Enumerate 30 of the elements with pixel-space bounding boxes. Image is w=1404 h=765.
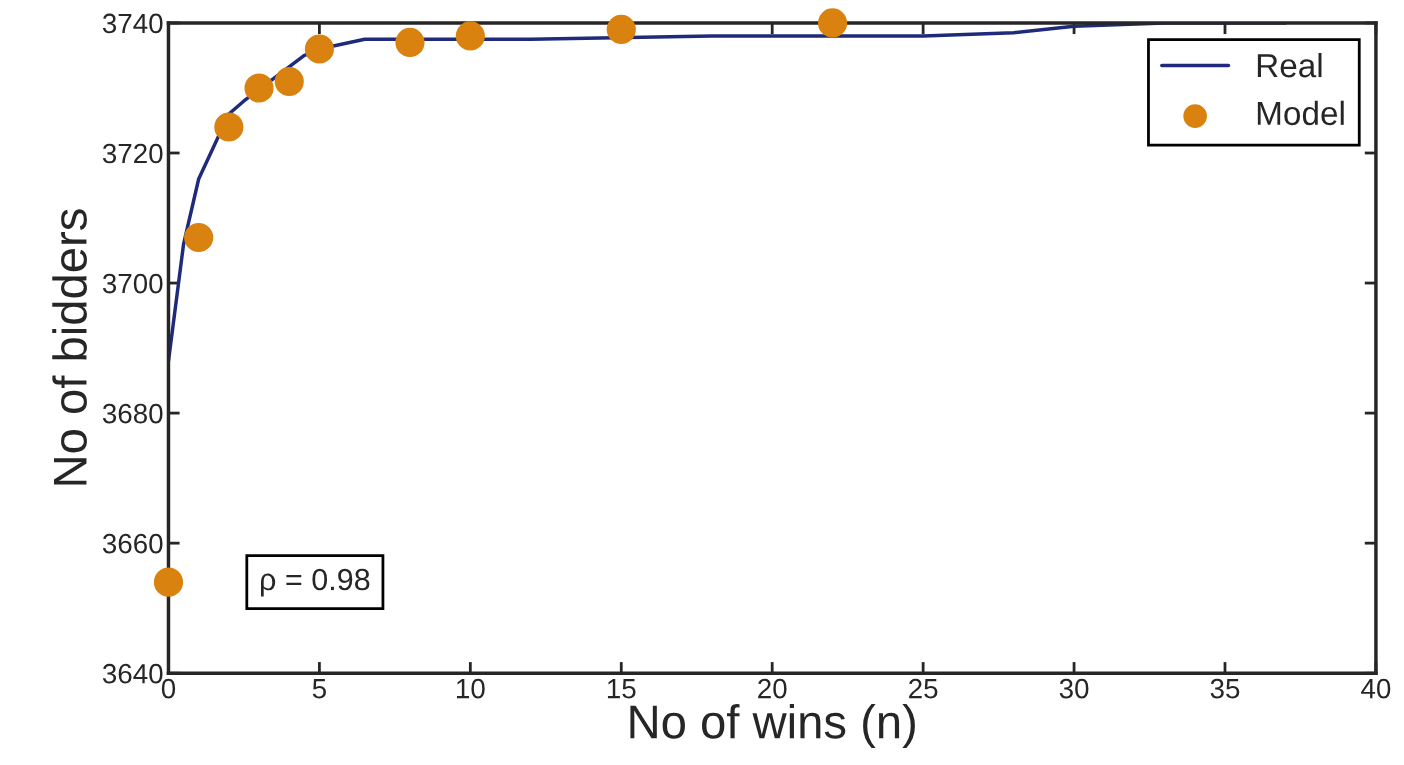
x-tick-label: 35	[1210, 678, 1240, 699]
x-tick-label: 40	[1361, 678, 1391, 699]
annotation: ρ = 0.98	[261, 568, 370, 597]
x-axis-title: No of wins (n)	[630, 703, 915, 748]
point	[395, 27, 425, 58]
x-tick-label: 0	[161, 678, 176, 699]
point	[274, 66, 304, 97]
legend-label: Real	[1257, 52, 1322, 78]
y-tick-label: 3640	[102, 663, 163, 684]
point	[455, 21, 485, 51]
y-tick-label: 3660	[102, 533, 163, 554]
x-tick-label: 5	[312, 679, 326, 699]
y-axis-title: No of bidders	[52, 209, 87, 485]
point	[817, 8, 848, 38]
point	[184, 222, 214, 253]
x-tick-label: 10	[457, 678, 485, 699]
y-tick-label: 3720	[102, 143, 163, 164]
y-tick-label: 3680	[102, 403, 163, 424]
x-tick-label: 30	[1059, 678, 1089, 699]
x-tick-label: 20	[758, 678, 787, 699]
y-tick-label: 3740	[102, 13, 163, 34]
y-tick-label: 3700	[102, 273, 163, 294]
point	[153, 567, 184, 597]
point	[606, 14, 636, 45]
x-tick-label: 25	[909, 678, 938, 699]
point	[214, 112, 244, 142]
x-tick-label: 15	[607, 679, 636, 699]
legend-label: Model	[1257, 100, 1344, 126]
point	[244, 73, 274, 103]
point	[304, 34, 334, 64]
